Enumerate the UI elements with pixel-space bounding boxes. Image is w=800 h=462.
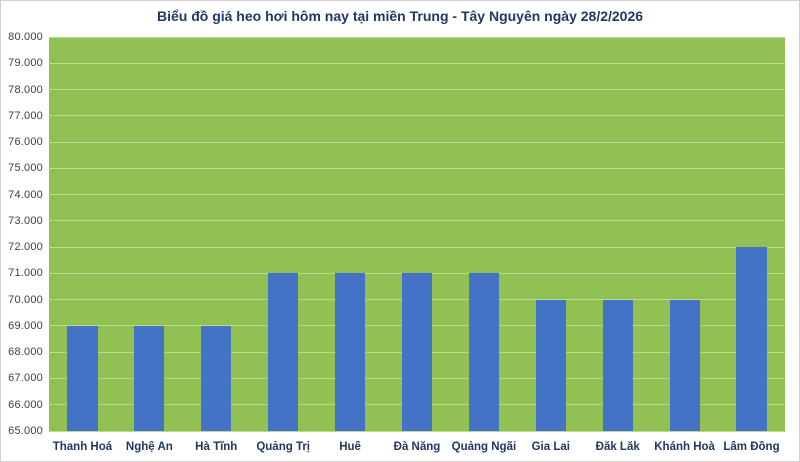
- x-axis-label: Khánh Hoà: [654, 441, 715, 453]
- x-axis-label: Quảng Ngãi: [451, 441, 517, 453]
- y-tick-label: 70.000: [8, 293, 43, 306]
- x-axis-label: Đắk Lắk: [595, 441, 640, 453]
- y-tick-label: 75.000: [8, 162, 43, 175]
- bar-column: [584, 37, 651, 431]
- y-tick-label: 73.000: [8, 214, 43, 227]
- y-tick-label: 71.000: [8, 267, 43, 280]
- gridline: [49, 167, 785, 169]
- gridline: [49, 115, 785, 117]
- bar-column: [450, 37, 517, 431]
- bar-Gia Lai: [535, 299, 566, 431]
- x-axis-label: Hà Tĩnh: [195, 441, 238, 453]
- y-tick-label: 80.000: [8, 31, 43, 43]
- y-axis: 65.000 66.000 67.000 68.000 69.000 70.000 71.0…: [1, 31, 43, 437]
- y-tick-label: 78.000: [8, 83, 43, 96]
- bar-Thanh Hoá: [67, 325, 98, 431]
- x-axis: Thanh Hoá Nghệ An Hà Tĩnh Quảng Trị Huế Đà Nẵ…: [49, 436, 785, 458]
- bar-column: [384, 37, 451, 431]
- gridline: [49, 36, 785, 38]
- bar-column: [317, 37, 384, 431]
- y-tick-label: 67.000: [8, 372, 43, 385]
- bar-column: [250, 37, 317, 431]
- gridline: [49, 194, 785, 196]
- y-tick-label: 72.000: [8, 241, 43, 254]
- gridline: [49, 272, 785, 274]
- bar-Quảng Ngãi: [468, 273, 499, 431]
- y-tick-label: 74.000: [8, 188, 43, 201]
- x-axis-label: Gia Lai: [531, 441, 570, 453]
- y-tick-label: 66.000: [8, 398, 43, 411]
- x-axis-label: Thanh Hoá: [52, 441, 113, 453]
- y-tick-label: 69.000: [8, 319, 43, 332]
- bar-column: [49, 37, 116, 431]
- x-axis-label: Quảng Trị: [256, 441, 310, 453]
- x-axis-label: Đà Nẵng: [393, 441, 441, 453]
- bar-Đắk Lắk: [602, 299, 633, 431]
- y-tick-label: 68.000: [8, 346, 43, 359]
- bar-Lâm Đồng: [736, 247, 767, 431]
- x-axis-label: Huế: [339, 441, 361, 453]
- bar-column: [517, 37, 584, 431]
- y-tick-label: 77.000: [8, 109, 43, 122]
- gridline: [49, 220, 785, 222]
- x-axis-label: Nghệ An: [125, 441, 173, 453]
- gridline: [49, 246, 785, 248]
- bar-Khánh Hoà: [669, 299, 700, 431]
- bar-Hà Tĩnh: [201, 325, 232, 431]
- bar-column: [718, 37, 785, 431]
- bar-Nghệ An: [134, 325, 165, 431]
- gridline: [49, 62, 785, 64]
- bars-group: [49, 37, 785, 431]
- y-tick-label: 79.000: [8, 57, 43, 70]
- chart-title: Biểu đồ giá heo hơi hôm nay tại miền Tru…: [156, 8, 644, 24]
- y-tick-label: 76.000: [8, 136, 43, 149]
- bar-Đà Nẵng: [401, 273, 433, 431]
- gridline: [49, 430, 785, 432]
- bar-column: [183, 37, 250, 431]
- gridline: [49, 141, 785, 143]
- bar-column: [651, 37, 718, 431]
- bar-column: [116, 37, 183, 431]
- y-tick-label: 65.000: [8, 425, 43, 437]
- bar-Huế: [335, 273, 366, 431]
- gridline: [49, 89, 785, 91]
- plot-area: [49, 36, 785, 432]
- x-axis-label: Lâm Đồng: [723, 441, 780, 453]
- bar-Quảng Trị: [268, 273, 299, 431]
